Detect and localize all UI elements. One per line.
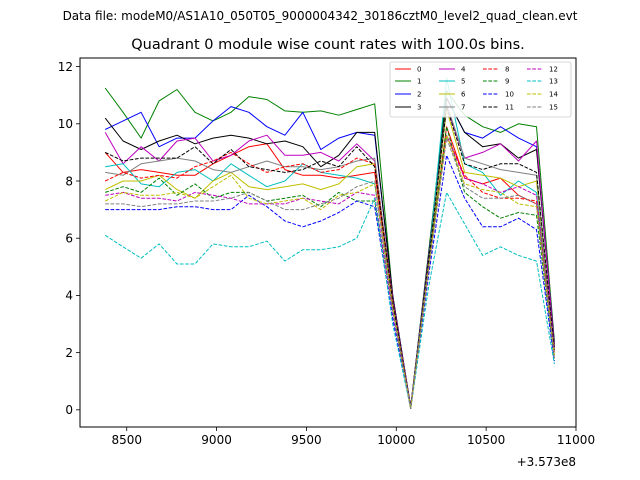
y-tick-label: 10 bbox=[58, 117, 73, 131]
y-tick-label: 0 bbox=[65, 403, 73, 417]
x-tick-label: 11000 bbox=[557, 433, 595, 447]
legend-label-3: 3 bbox=[417, 104, 421, 112]
x-tick-label: 9000 bbox=[201, 433, 232, 447]
legend-label-1: 1 bbox=[417, 78, 421, 86]
series-line-15 bbox=[105, 137, 555, 409]
series-line-14 bbox=[104, 134, 555, 409]
series-line-11 bbox=[104, 106, 555, 409]
series-line-6 bbox=[104, 109, 555, 409]
legend-label-14: 14 bbox=[549, 91, 558, 99]
legend-label-2: 2 bbox=[417, 91, 421, 99]
y-tick-label: 12 bbox=[58, 60, 73, 74]
legend-label-13: 13 bbox=[549, 78, 558, 86]
x-axis-offset-label: +3.573e8 bbox=[517, 455, 576, 469]
series-line-5 bbox=[105, 77, 555, 409]
legend-label-10: 10 bbox=[505, 91, 514, 99]
legend-label-7: 7 bbox=[461, 104, 465, 112]
y-tick-label: 6 bbox=[65, 232, 73, 246]
series-line-12 bbox=[105, 134, 555, 409]
legend-box bbox=[389, 61, 572, 118]
x-tick-label: 8500 bbox=[111, 433, 142, 447]
series-line-13 bbox=[104, 191, 555, 409]
series-line-9 bbox=[105, 126, 555, 409]
legend-label-8: 8 bbox=[505, 66, 509, 74]
x-tick-label: 9500 bbox=[291, 433, 322, 447]
plot-series-group bbox=[104, 77, 555, 409]
series-line-3 bbox=[104, 97, 555, 408]
legend-label-12: 12 bbox=[549, 66, 558, 74]
legend-label-6: 6 bbox=[461, 91, 466, 99]
legend-label-5: 5 bbox=[461, 78, 465, 86]
series-line-7 bbox=[105, 103, 555, 409]
series-line-2 bbox=[104, 97, 555, 408]
legend-label-4: 4 bbox=[461, 66, 466, 74]
x-tick-label: 10000 bbox=[377, 433, 415, 447]
x-tick-label: 10500 bbox=[467, 433, 505, 447]
y-tick-label: 4 bbox=[65, 289, 73, 303]
legend-label-9: 9 bbox=[505, 78, 509, 86]
series-line-10 bbox=[105, 154, 555, 409]
series-line-4 bbox=[104, 106, 555, 408]
series-line-1 bbox=[104, 87, 555, 408]
plot-frame bbox=[79, 57, 577, 428]
x-axis: 8500 9000 9500 10000 10500 11000 bbox=[111, 427, 595, 447]
y-axis: 0 2 4 6 8 10 12 bbox=[58, 60, 80, 417]
legend-label-15: 15 bbox=[549, 104, 558, 112]
chart-title: Quadrant 0 module wise count rates with … bbox=[131, 37, 525, 53]
data-file-label: Data file: modeM0/AS1A10_050T05_90000043… bbox=[63, 9, 578, 23]
y-tick-label: 2 bbox=[65, 346, 73, 360]
y-tick-label: 8 bbox=[65, 174, 73, 188]
legend-label-0: 0 bbox=[417, 66, 421, 74]
legend-label-11: 11 bbox=[505, 104, 514, 112]
